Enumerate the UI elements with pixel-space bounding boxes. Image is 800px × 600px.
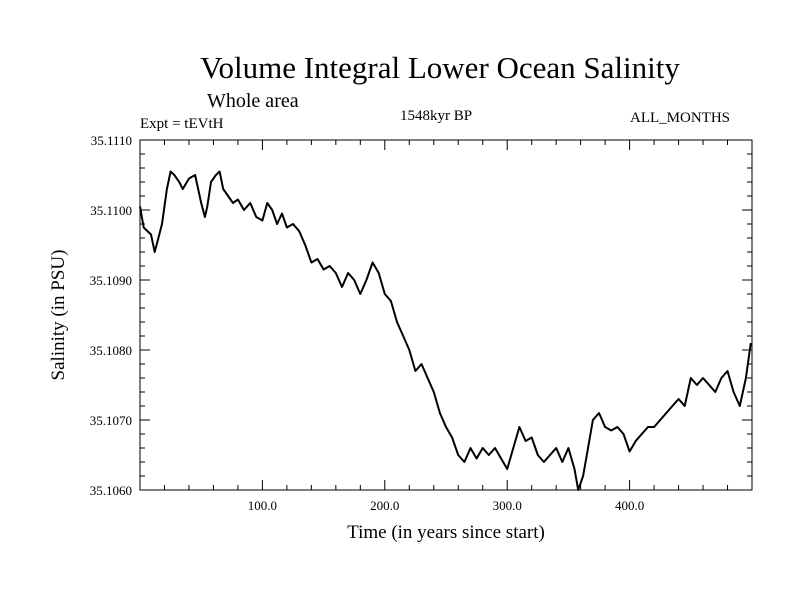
x-tick-label: 200.0	[370, 498, 399, 513]
y-tick-label: 35.1110	[91, 133, 132, 148]
x-axis-label: Time (in years since start)	[347, 522, 545, 543]
salinity-series-line	[139, 170, 752, 491]
y-tick-label: 35.1100	[90, 203, 132, 218]
x-tick-label: 100.0	[248, 498, 277, 513]
y-tick-label: 35.1080	[90, 343, 132, 358]
y-axis-label: Salinity (in PSU)	[48, 250, 69, 381]
y-tick-label: 35.1070	[90, 413, 132, 428]
period-label: ALL_MONTHS	[630, 110, 730, 126]
y-tick-label: 35.1090	[90, 273, 132, 288]
y-tick-label: 35.1060	[90, 483, 132, 498]
tick-label-group: 100.0 200.0 300.0 400.0 35.1060 35.1070 35.108…	[90, 133, 644, 513]
chart-subtitle: Whole area	[207, 90, 299, 112]
x-tick-label: 300.0	[493, 498, 522, 513]
plot-frame	[139, 139, 753, 491]
tick-group	[140, 140, 752, 490]
x-tick-label: 400.0	[615, 498, 644, 513]
experiment-label: Expt = tEVtH	[140, 116, 224, 132]
date-label: 1548kyr BP	[400, 108, 473, 124]
chart-title: Volume Integral Lower Ocean Salinity	[200, 50, 680, 85]
